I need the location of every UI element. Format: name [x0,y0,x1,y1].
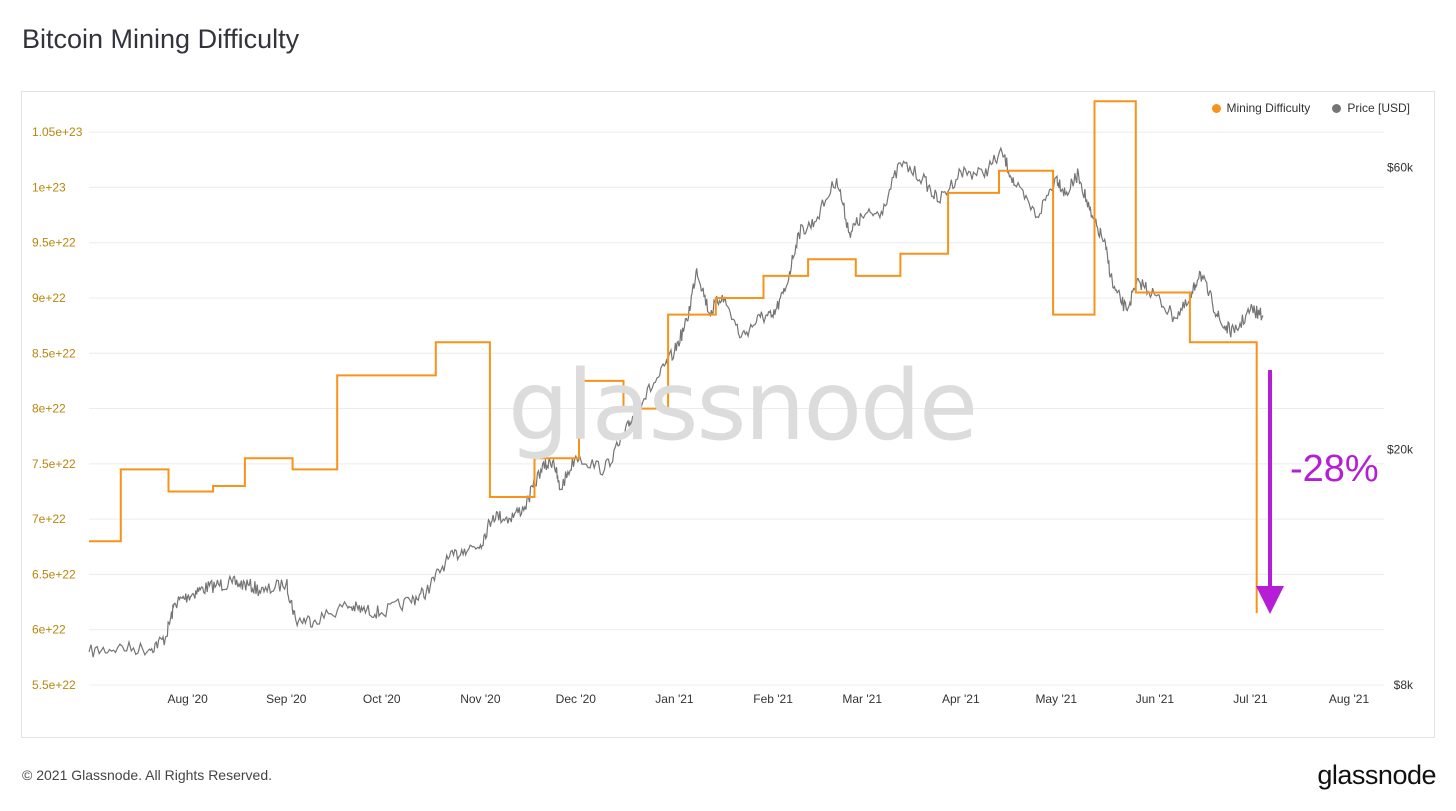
legend-label-price: Price [USD] [1347,101,1410,115]
y-left-tick-label: 8e+22 [32,402,66,416]
y-left-tick-label: 6.5e+22 [32,567,76,581]
y-left-tick-label: 6e+22 [32,623,66,637]
y-left-tick-label: 9e+22 [32,291,66,305]
y-left-tick-label: 8.5e+22 [32,346,76,360]
legend-label-mining-difficulty: Mining Difficulty [1226,101,1311,115]
legend-dot-mining-difficulty [1211,103,1221,113]
y-left-tick-label: 7e+22 [32,512,66,526]
annotation-arrow-head [1256,586,1284,614]
y-right-tick-label: $8k [1394,678,1414,692]
x-tick-label: Mar '21 [842,692,882,706]
y-left-tick-label: 7.5e+22 [32,457,76,471]
x-tick-label: Aug '21 [1329,692,1370,706]
mining-difficulty-line [89,100,1258,614]
chart-title: Bitcoin Mining Difficulty [22,24,300,54]
x-tick-label: Nov '20 [460,692,501,706]
legend-dot-price [1332,103,1342,113]
x-tick-label: Sep '20 [266,692,307,706]
x-tick-label: Feb '21 [753,692,793,706]
legend-item-price[interactable]: Price [USD] [1332,101,1410,115]
x-tick-label: Apr '21 [942,692,980,706]
copyright-footer: © 2021 Glassnode. All Rights Reserved. [22,767,273,783]
chart-legend: Mining Difficulty Price [USD] [1211,101,1410,115]
x-tick-label: May '21 [1035,692,1077,706]
annotation-percent: -28% [1290,448,1379,490]
glassnode-logo: glassnode [1317,760,1436,790]
y-left-tick-label: 1.05e+23 [32,125,83,139]
y-left-tick-label: 9.5e+22 [32,236,76,250]
watermark-text: glassnode [508,350,978,462]
x-tick-label: Jul '21 [1233,692,1268,706]
legend-item-mining-difficulty[interactable]: Mining Difficulty [1211,101,1311,115]
x-tick-label: Aug '20 [167,692,208,706]
y-right-tick-label: $60k [1387,160,1414,174]
y-left-tick-label: 1e+23 [32,180,66,194]
price-usd-line [88,146,1264,658]
x-tick-label: Jun '21 [1136,692,1175,706]
x-tick-label: Jan '21 [655,692,694,706]
y-right-tick-label: $20k [1387,443,1414,457]
y-left-tick-label: 5.5e+22 [32,678,76,692]
x-tick-label: Oct '20 [363,692,401,706]
x-tick-label: Dec '20 [556,692,597,706]
